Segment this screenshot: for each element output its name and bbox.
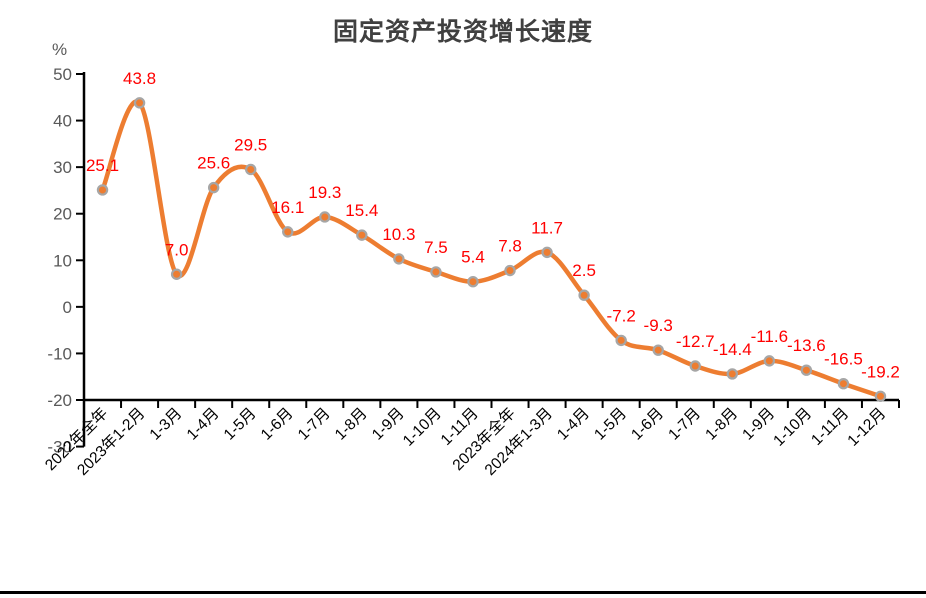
x-tick-label: 1-10月 <box>400 405 445 450</box>
data-label: 15.4 <box>345 201 378 220</box>
y-tick-label: 40 <box>53 112 72 131</box>
data-label: 16.1 <box>271 198 304 217</box>
data-label: -11.6 <box>751 327 789 346</box>
series-line <box>100 99 883 399</box>
data-point-marker <box>504 264 516 277</box>
data-label: 7.5 <box>424 238 448 257</box>
data-point-marker <box>430 266 442 278</box>
data-point-marker <box>689 360 701 372</box>
x-tick-label: 1-4月 <box>184 405 223 444</box>
data-point-marker <box>467 276 479 288</box>
data-label: 29.5 <box>234 135 267 154</box>
data-point-marker <box>837 378 850 390</box>
data-label: 25.1 <box>86 156 119 175</box>
x-tick-label: 1-7月 <box>665 405 704 444</box>
chart-title: 固定资产投资增长速度 <box>332 19 593 46</box>
y-axis-unit-label: % <box>52 40 68 59</box>
data-point-marker <box>393 253 405 265</box>
y-tick-label: -30 <box>47 438 72 457</box>
data-label: 25.6 <box>197 154 230 173</box>
data-label: -19.2 <box>861 362 900 381</box>
x-tick-label: 1-4月 <box>554 405 593 444</box>
data-label: 2.5 <box>572 261 596 280</box>
x-tick-label: 1-6月 <box>628 405 667 444</box>
data-point-marker <box>170 268 183 280</box>
x-tick-label: 1-12月 <box>844 405 889 450</box>
data-point-marker <box>96 184 109 196</box>
data-label: 7.0 <box>165 240 189 259</box>
data-point-marker <box>207 181 220 194</box>
y-tick-label: -10 <box>47 344 72 363</box>
data-label: -13.6 <box>787 336 826 355</box>
data-point-marker <box>319 211 331 223</box>
data-point-marker <box>356 229 368 241</box>
y-tick-label: -20 <box>47 391 72 410</box>
y-tick-label: 30 <box>53 158 72 177</box>
x-tick-label: 1-5月 <box>221 405 260 444</box>
y-tick-label: 50 <box>53 65 72 84</box>
data-point-marker <box>245 163 257 176</box>
data-point-marker <box>652 344 664 356</box>
data-label: 10.3 <box>382 225 415 244</box>
data-point-marker <box>800 364 813 376</box>
data-label: -14.4 <box>713 340 752 359</box>
data-label: 19.3 <box>308 183 341 202</box>
data-point-marker <box>578 289 590 301</box>
x-tick-label: 1-3月 <box>147 405 186 444</box>
data-point-marker <box>874 390 887 402</box>
x-tick-label: 1-11月 <box>808 405 852 449</box>
y-tick-label: 0 <box>63 298 72 317</box>
data-point-marker <box>282 226 294 238</box>
data-label: 7.8 <box>498 237 522 256</box>
x-tick-label: 1-8月 <box>332 405 371 444</box>
data-label: 43.8 <box>123 69 156 88</box>
y-tick-label: 20 <box>53 205 72 224</box>
data-label: 11.7 <box>531 218 563 237</box>
data-label: -9.3 <box>644 316 673 335</box>
data-point-marker <box>541 246 553 259</box>
x-tick-label: 1-10月 <box>770 405 815 450</box>
x-tick-label: 1-8月 <box>702 405 741 444</box>
data-label: -12.7 <box>676 332 715 351</box>
bottom-divider-line <box>0 591 926 594</box>
x-tick-label: 1-6月 <box>258 405 297 444</box>
data-label: 5.4 <box>461 248 485 267</box>
data-point-marker <box>763 355 776 367</box>
y-tick-label: 10 <box>53 251 72 270</box>
x-tick-label: 1-7月 <box>295 405 334 444</box>
data-point-marker <box>133 97 146 109</box>
data-label: -16.5 <box>824 350 863 369</box>
data-point-marker <box>615 334 627 347</box>
data-point-marker <box>726 368 738 380</box>
data-label: -7.2 <box>607 306 636 325</box>
x-tick-label: 1-5月 <box>591 405 630 444</box>
